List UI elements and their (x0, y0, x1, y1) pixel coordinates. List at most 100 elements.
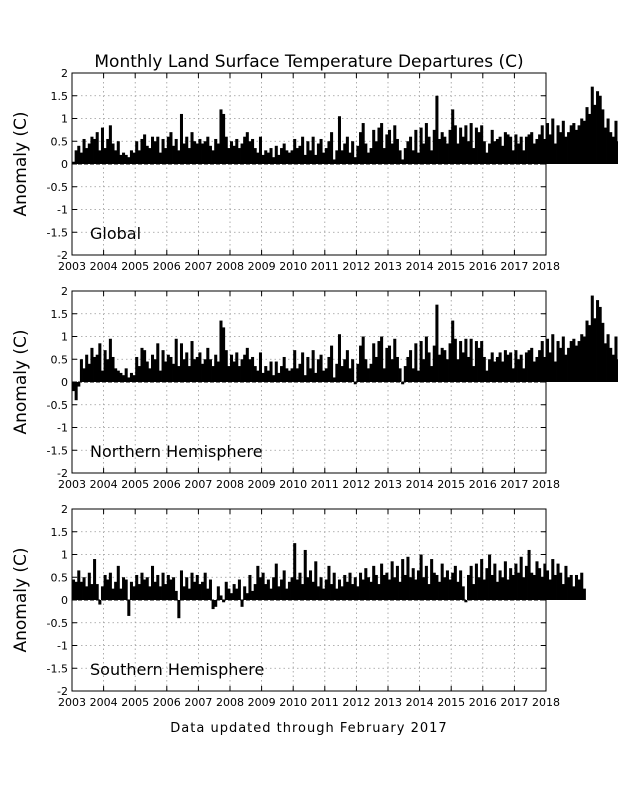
bar-global (514, 134, 518, 164)
bar-northern (258, 352, 262, 382)
bar-northern (606, 334, 610, 382)
bar-northern (514, 350, 518, 382)
y-tick-label-northern: -0.5 (47, 399, 68, 412)
bar-northern (451, 320, 455, 382)
bar-northern (530, 347, 534, 382)
bar-southern (309, 570, 313, 600)
bar-northern (585, 320, 589, 382)
bar-global (456, 143, 460, 164)
bars-northern (72, 295, 618, 401)
bar-southern (388, 579, 392, 600)
bar-northern (298, 363, 302, 382)
bar-southern (337, 579, 341, 600)
bar-northern (406, 356, 410, 382)
bar-northern (553, 361, 557, 382)
bar-southern (153, 581, 157, 600)
bar-southern (129, 581, 133, 600)
bar-northern (193, 359, 197, 382)
bar-global (295, 148, 299, 164)
x-tick-label-southern: 2008 (216, 696, 244, 709)
bar-northern (532, 361, 536, 382)
bar-northern (235, 352, 239, 382)
bar-global (432, 129, 436, 164)
bar-global (161, 138, 165, 164)
bar-southern (269, 588, 273, 600)
y-tick-label-northern: 0.5 (51, 353, 69, 366)
y-tick-label-global: 0 (61, 158, 68, 171)
bar-southern (143, 579, 147, 600)
bar-southern (79, 581, 83, 600)
bar-global (179, 113, 183, 164)
bar-southern (340, 586, 344, 600)
bar-southern (527, 549, 531, 600)
bar-southern (406, 556, 410, 600)
bar-southern (103, 574, 107, 600)
bar-global (143, 134, 147, 164)
bar-northern (87, 363, 91, 382)
bar-global (411, 150, 415, 164)
bar-global (564, 136, 568, 164)
bar-northern (364, 359, 368, 382)
bar-southern (208, 579, 212, 600)
bar-southern (398, 581, 402, 600)
bar-southern (535, 561, 539, 600)
bar-southern (506, 579, 510, 600)
bar-southern (451, 572, 455, 600)
bar-southern (100, 586, 104, 600)
x-tick-label-southern: 2010 (279, 696, 307, 709)
bar-global (111, 143, 115, 164)
y-tick-label-northern: 1.5 (51, 308, 69, 321)
bar-global (132, 152, 136, 164)
bar-southern (551, 559, 555, 600)
bar-global (593, 104, 597, 164)
bar-global (282, 143, 286, 164)
bars-global (72, 86, 618, 164)
x-tick-label-southern: 2018 (532, 696, 560, 709)
bar-northern (85, 354, 89, 382)
bar-global (588, 113, 592, 164)
bar-northern (301, 352, 305, 382)
y-tick-label-northern: 1 (61, 331, 68, 344)
bar-southern (206, 588, 210, 600)
bar-southern (440, 563, 444, 600)
bar-global (590, 86, 594, 164)
bar-global (361, 123, 365, 164)
x-tick-label-southern: 2016 (469, 696, 497, 709)
bar-southern (224, 581, 228, 600)
bar-global (208, 145, 212, 164)
y-tick-label-southern: 0.5 (51, 571, 69, 584)
bar-northern (119, 372, 123, 382)
bar-global (309, 150, 313, 164)
bar-global (567, 132, 571, 164)
bar-global (601, 109, 605, 164)
bar-northern (324, 368, 328, 382)
bar-southern (401, 559, 405, 600)
bar-southern (87, 572, 91, 600)
x-tick-label-northern: 2004 (90, 478, 118, 491)
bar-global (532, 143, 536, 164)
bar-southern (185, 577, 189, 600)
x-tick-label-global: 2008 (216, 260, 244, 273)
bar-northern (380, 336, 384, 382)
bar-northern (98, 343, 102, 382)
y-tick-label-southern: -1 (57, 640, 68, 653)
bar-southern (122, 577, 126, 600)
bar-southern (324, 579, 328, 600)
bar-global (74, 150, 78, 164)
bar-northern (366, 368, 370, 382)
bar-southern (377, 584, 381, 600)
bar-global (145, 145, 149, 164)
bar-northern (277, 372, 281, 382)
bar-southern (277, 586, 281, 600)
bar-northern (524, 352, 528, 382)
bar-northern (351, 359, 355, 382)
x-tick-label-northern: 2012 (342, 478, 370, 491)
bar-global (603, 127, 607, 164)
bar-southern (230, 593, 234, 600)
bar-global (540, 125, 544, 164)
bar-northern (293, 350, 297, 382)
bar-northern (158, 370, 162, 382)
bar-southern (380, 563, 384, 600)
bar-northern (501, 361, 505, 382)
bar-southern (177, 600, 181, 619)
